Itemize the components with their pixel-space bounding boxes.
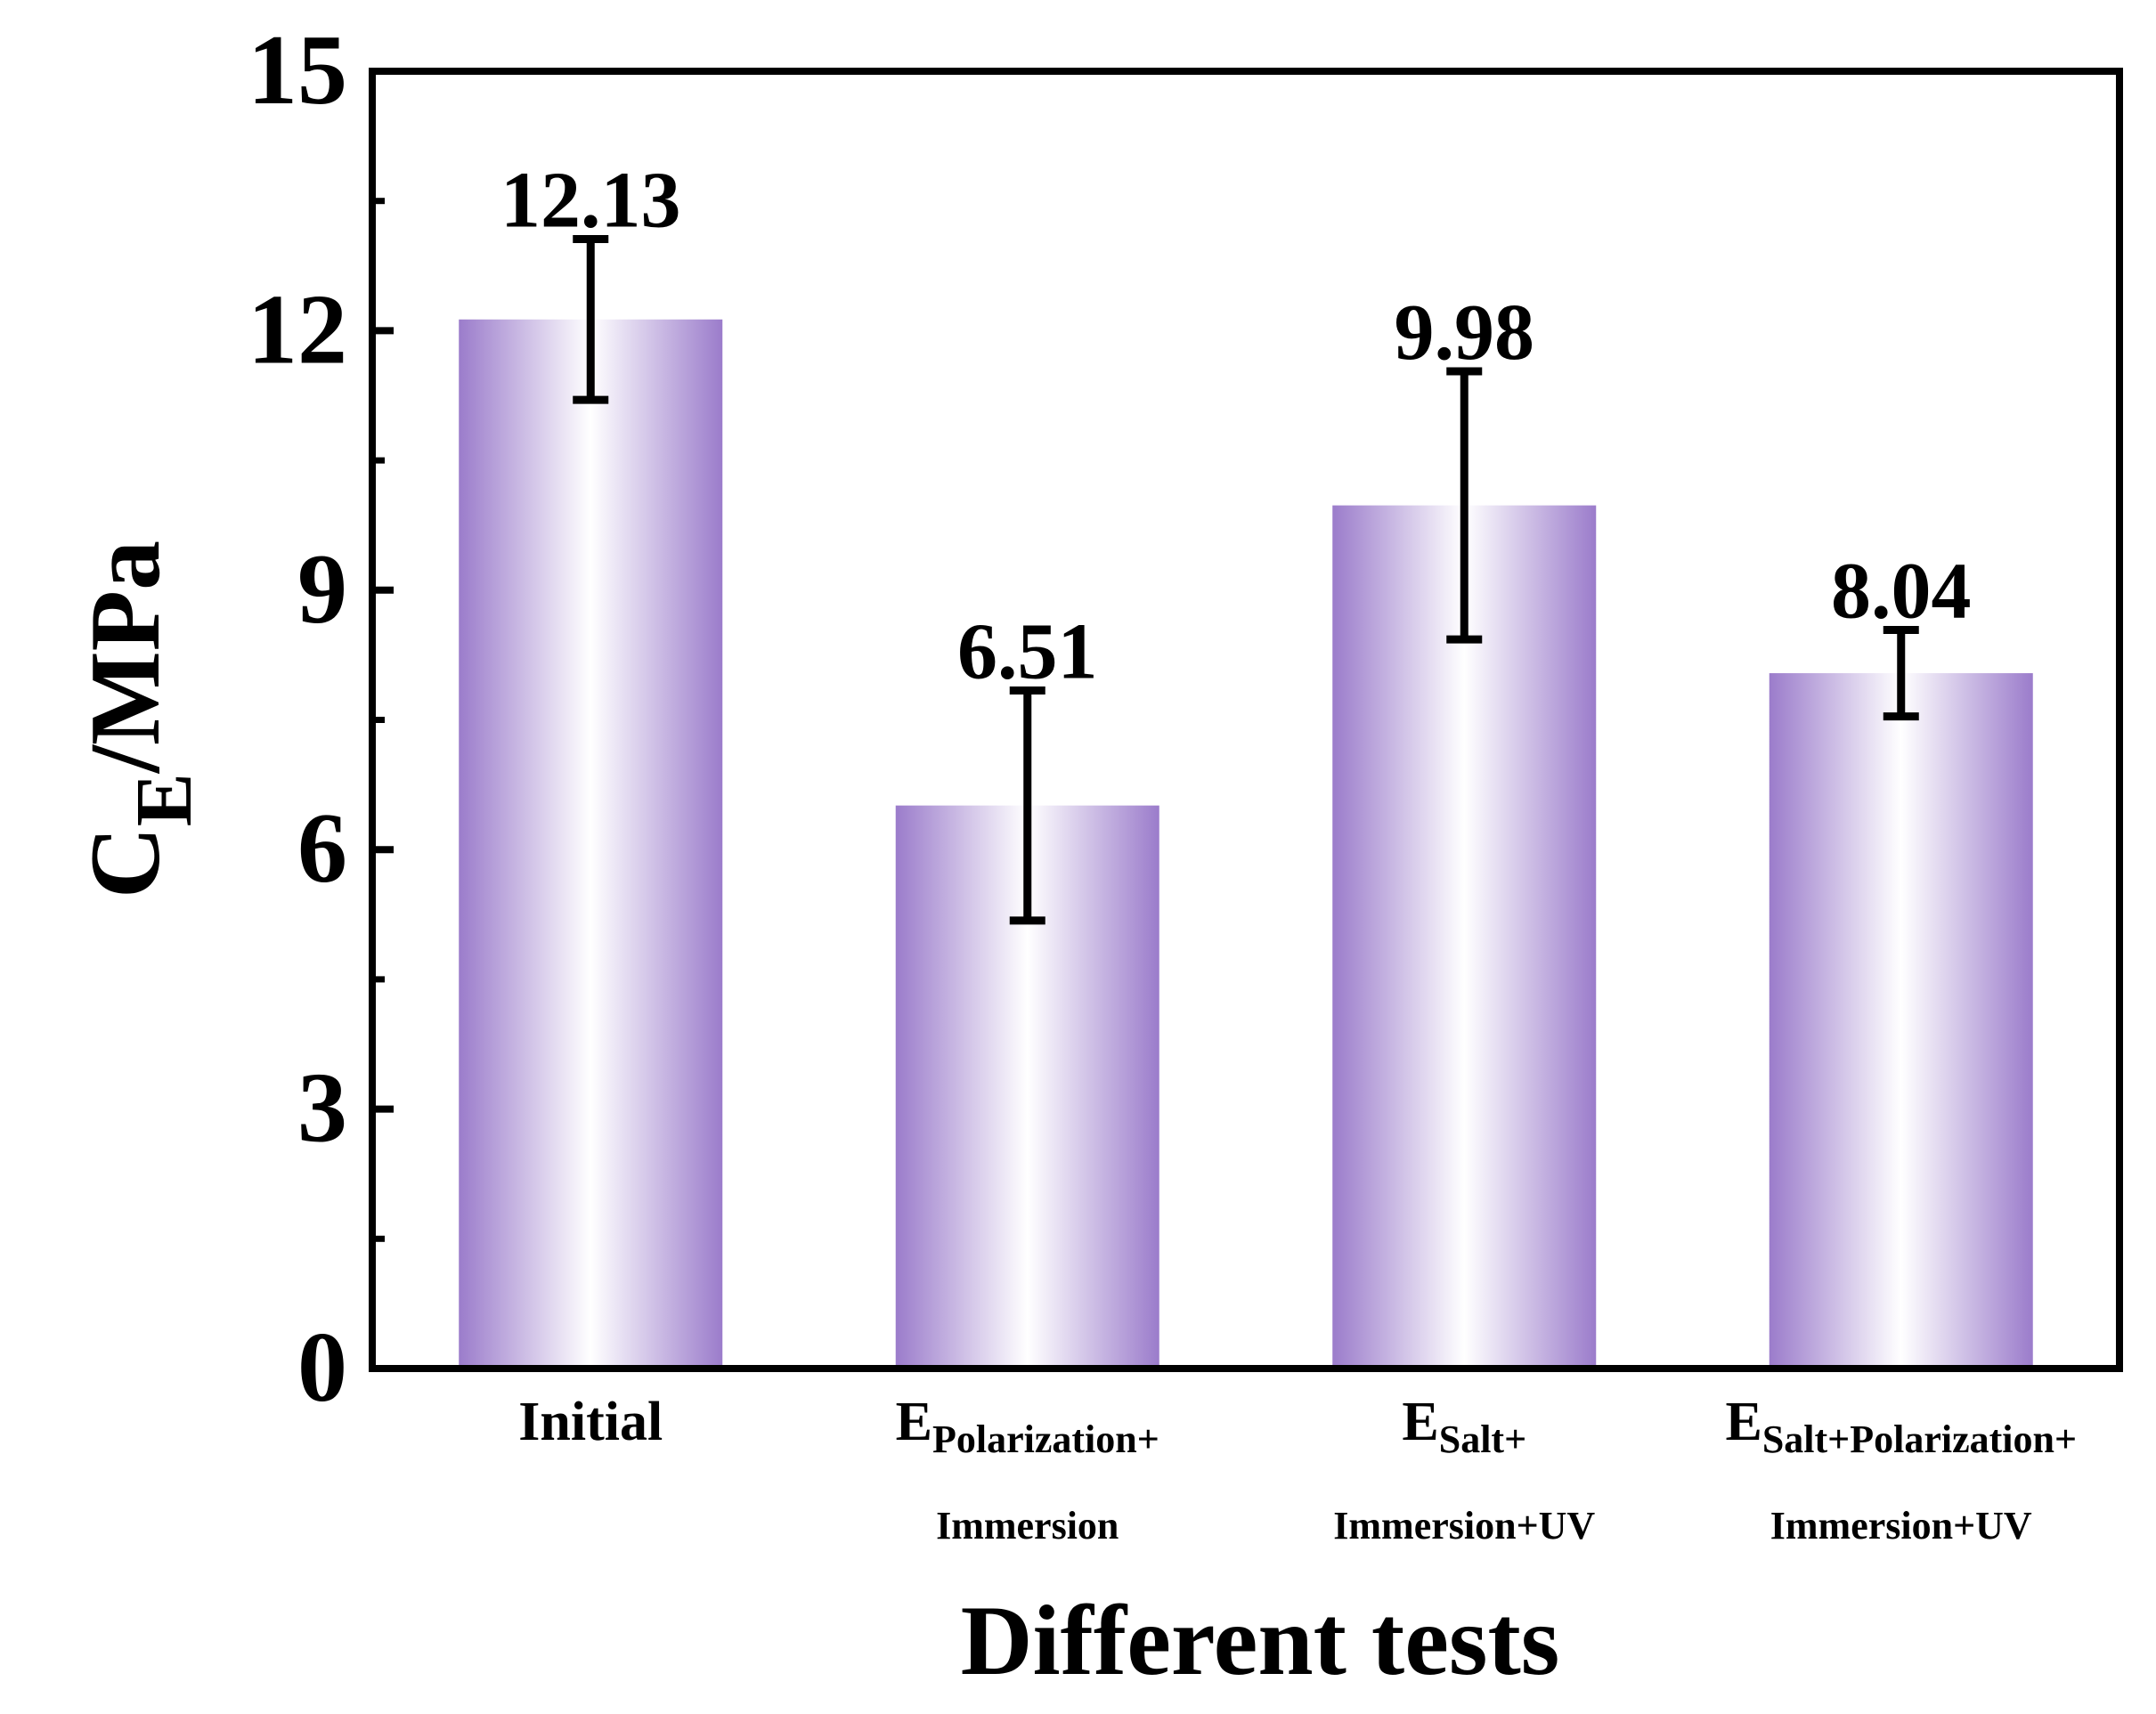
y-tick-label-0: 0 [297,1312,347,1423]
x-tick-label-2: ESalt+ [1402,1392,1526,1461]
value-label-3: 8.04 [1831,547,1972,635]
x-tick-label-line2-3: Immersion+UV [1770,1504,2032,1547]
y-tick-label-1: 3 [297,1053,347,1164]
x-tick-label-3: ESalt+Polarization+ [1725,1392,2077,1461]
y-tick-label-2: 6 [297,793,347,904]
x-axis-title: Different tests [961,1586,1560,1696]
bar-3 [1769,673,2033,1369]
y-tick-label-3: 9 [297,534,347,645]
x-tick-label-1: EPolarization+ [896,1392,1159,1461]
value-label-1: 6.51 [957,607,1098,695]
bar-2 [1332,505,1597,1369]
x-tick-label-line2-1: Immersion [936,1504,1119,1547]
x-tick-label-0: Initial [518,1392,663,1452]
bar-0 [459,319,723,1369]
y-tick-label-5: 15 [248,15,347,126]
value-label-2: 9.98 [1395,288,1535,377]
y-axis-title: CE/MPa [70,540,208,898]
value-label-0: 12.13 [500,156,681,244]
x-tick-label-line2-2: Immersion+UV [1333,1504,1595,1547]
y-tick-label-4: 12 [248,274,347,385]
